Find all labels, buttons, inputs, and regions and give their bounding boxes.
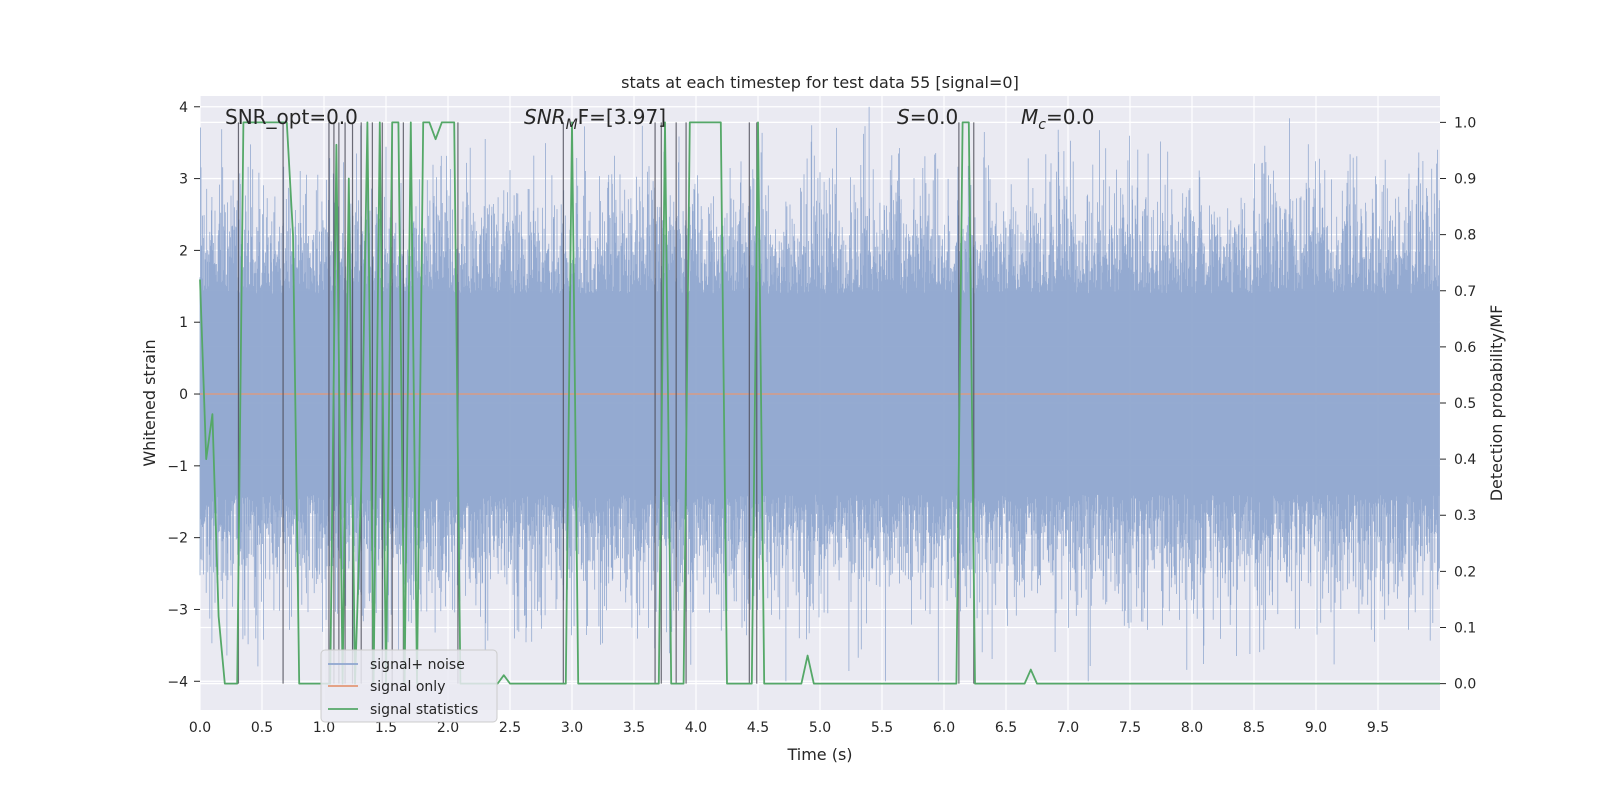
signal-noise-path: [199, 106, 1440, 682]
y-axis-label: Whitened strain: [140, 339, 159, 466]
chart-title: stats at each timestep for test data 55 …: [621, 73, 1019, 92]
y-tick-label: 1: [179, 315, 188, 331]
x-axis-label: Time (s): [786, 745, 852, 764]
x-tick-label: 3.0: [561, 720, 583, 736]
signal-noise-series: [199, 106, 1440, 682]
x-tick-label: 8.0: [1181, 720, 1203, 736]
x-tick-label: 8.5: [1243, 720, 1265, 736]
y2-tick-label: 0.3: [1454, 508, 1476, 524]
x-tick-label: 5.5: [871, 720, 893, 736]
x-tick-label: 6.0: [933, 720, 955, 736]
y2-tick-label: 0.7: [1454, 284, 1476, 300]
y-tick-label: −3: [167, 602, 188, 618]
snr-opt-annotation: SNR_opt=0.0: [225, 105, 358, 129]
y-tick-label: −4: [167, 674, 188, 690]
x-tick-label: 4.0: [685, 720, 707, 736]
y2-tick-label: 0.2: [1454, 564, 1476, 580]
legend-label-stats: signal statistics: [370, 702, 478, 718]
x-tick-label: 0.0: [189, 720, 211, 736]
y2-tick-label: 0.6: [1454, 340, 1476, 356]
y2-tick-label: 0.5: [1454, 396, 1476, 412]
legend: signal+ noise signal only signal statist…: [320, 649, 498, 723]
x-tick-label: 3.5: [623, 720, 645, 736]
y2-tick-label: 0.4: [1454, 452, 1476, 468]
x-axis-ticks: 0.0 0.5 1.0 1.5 2.0 2.5 3.0 3.5 4.0 4.5 5.0 5.5 6.0 6…: [189, 720, 1389, 736]
x-tick-label: 2.0: [437, 720, 459, 736]
legend-box: [320, 649, 498, 723]
x-tick-label: 9.5: [1367, 720, 1389, 736]
y-axis-ticks: 4 3 2 1 0 −1 −2 −3 −4: [167, 100, 200, 690]
x-tick-label: 1.5: [375, 720, 397, 736]
y2-tick-label: 0.9: [1454, 172, 1476, 188]
legend-label-signal: signal only: [370, 679, 445, 695]
y2-tick-label: 0.8: [1454, 228, 1476, 244]
y-tick-label: 3: [179, 172, 188, 188]
y-tick-label: −2: [167, 531, 188, 547]
x-tick-label: 7.5: [1119, 720, 1141, 736]
y2-tick-label: 0.1: [1454, 620, 1476, 636]
y-tick-label: 0: [179, 387, 188, 403]
x-tick-label: 7.0: [1057, 720, 1079, 736]
x-tick-label: 2.5: [499, 720, 521, 736]
y2-axis-ticks: 1.0 0.9 0.8 0.7 0.6 0.5 0.4 0.3 0.2 0.1 0.0: [1440, 115, 1476, 693]
x-tick-label: 4.5: [747, 720, 769, 736]
s-stat-annotation: S=0.0: [897, 105, 958, 129]
x-tick-label: 1.0: [313, 720, 335, 736]
legend-label-noise: signal+ noise: [370, 657, 465, 673]
x-tick-label: 0.5: [251, 720, 273, 736]
y-tick-label: 4: [179, 100, 188, 116]
y2-axis-label: Detection probability/MF: [1487, 305, 1506, 502]
y2-tick-label: 1.0: [1454, 115, 1476, 131]
x-tick-label: 5.0: [809, 720, 831, 736]
y2-tick-label: 0.0: [1454, 677, 1476, 693]
mc-annotation: Mc=0.0: [1021, 105, 1095, 133]
y-tick-label: −1: [167, 459, 188, 475]
x-tick-label: 9.0: [1305, 720, 1327, 736]
x-tick-label: 6.5: [995, 720, 1017, 736]
y-tick-label: 2: [179, 243, 188, 259]
snr-mf-annotation: SNRMF=[3.97]: [524, 105, 666, 133]
